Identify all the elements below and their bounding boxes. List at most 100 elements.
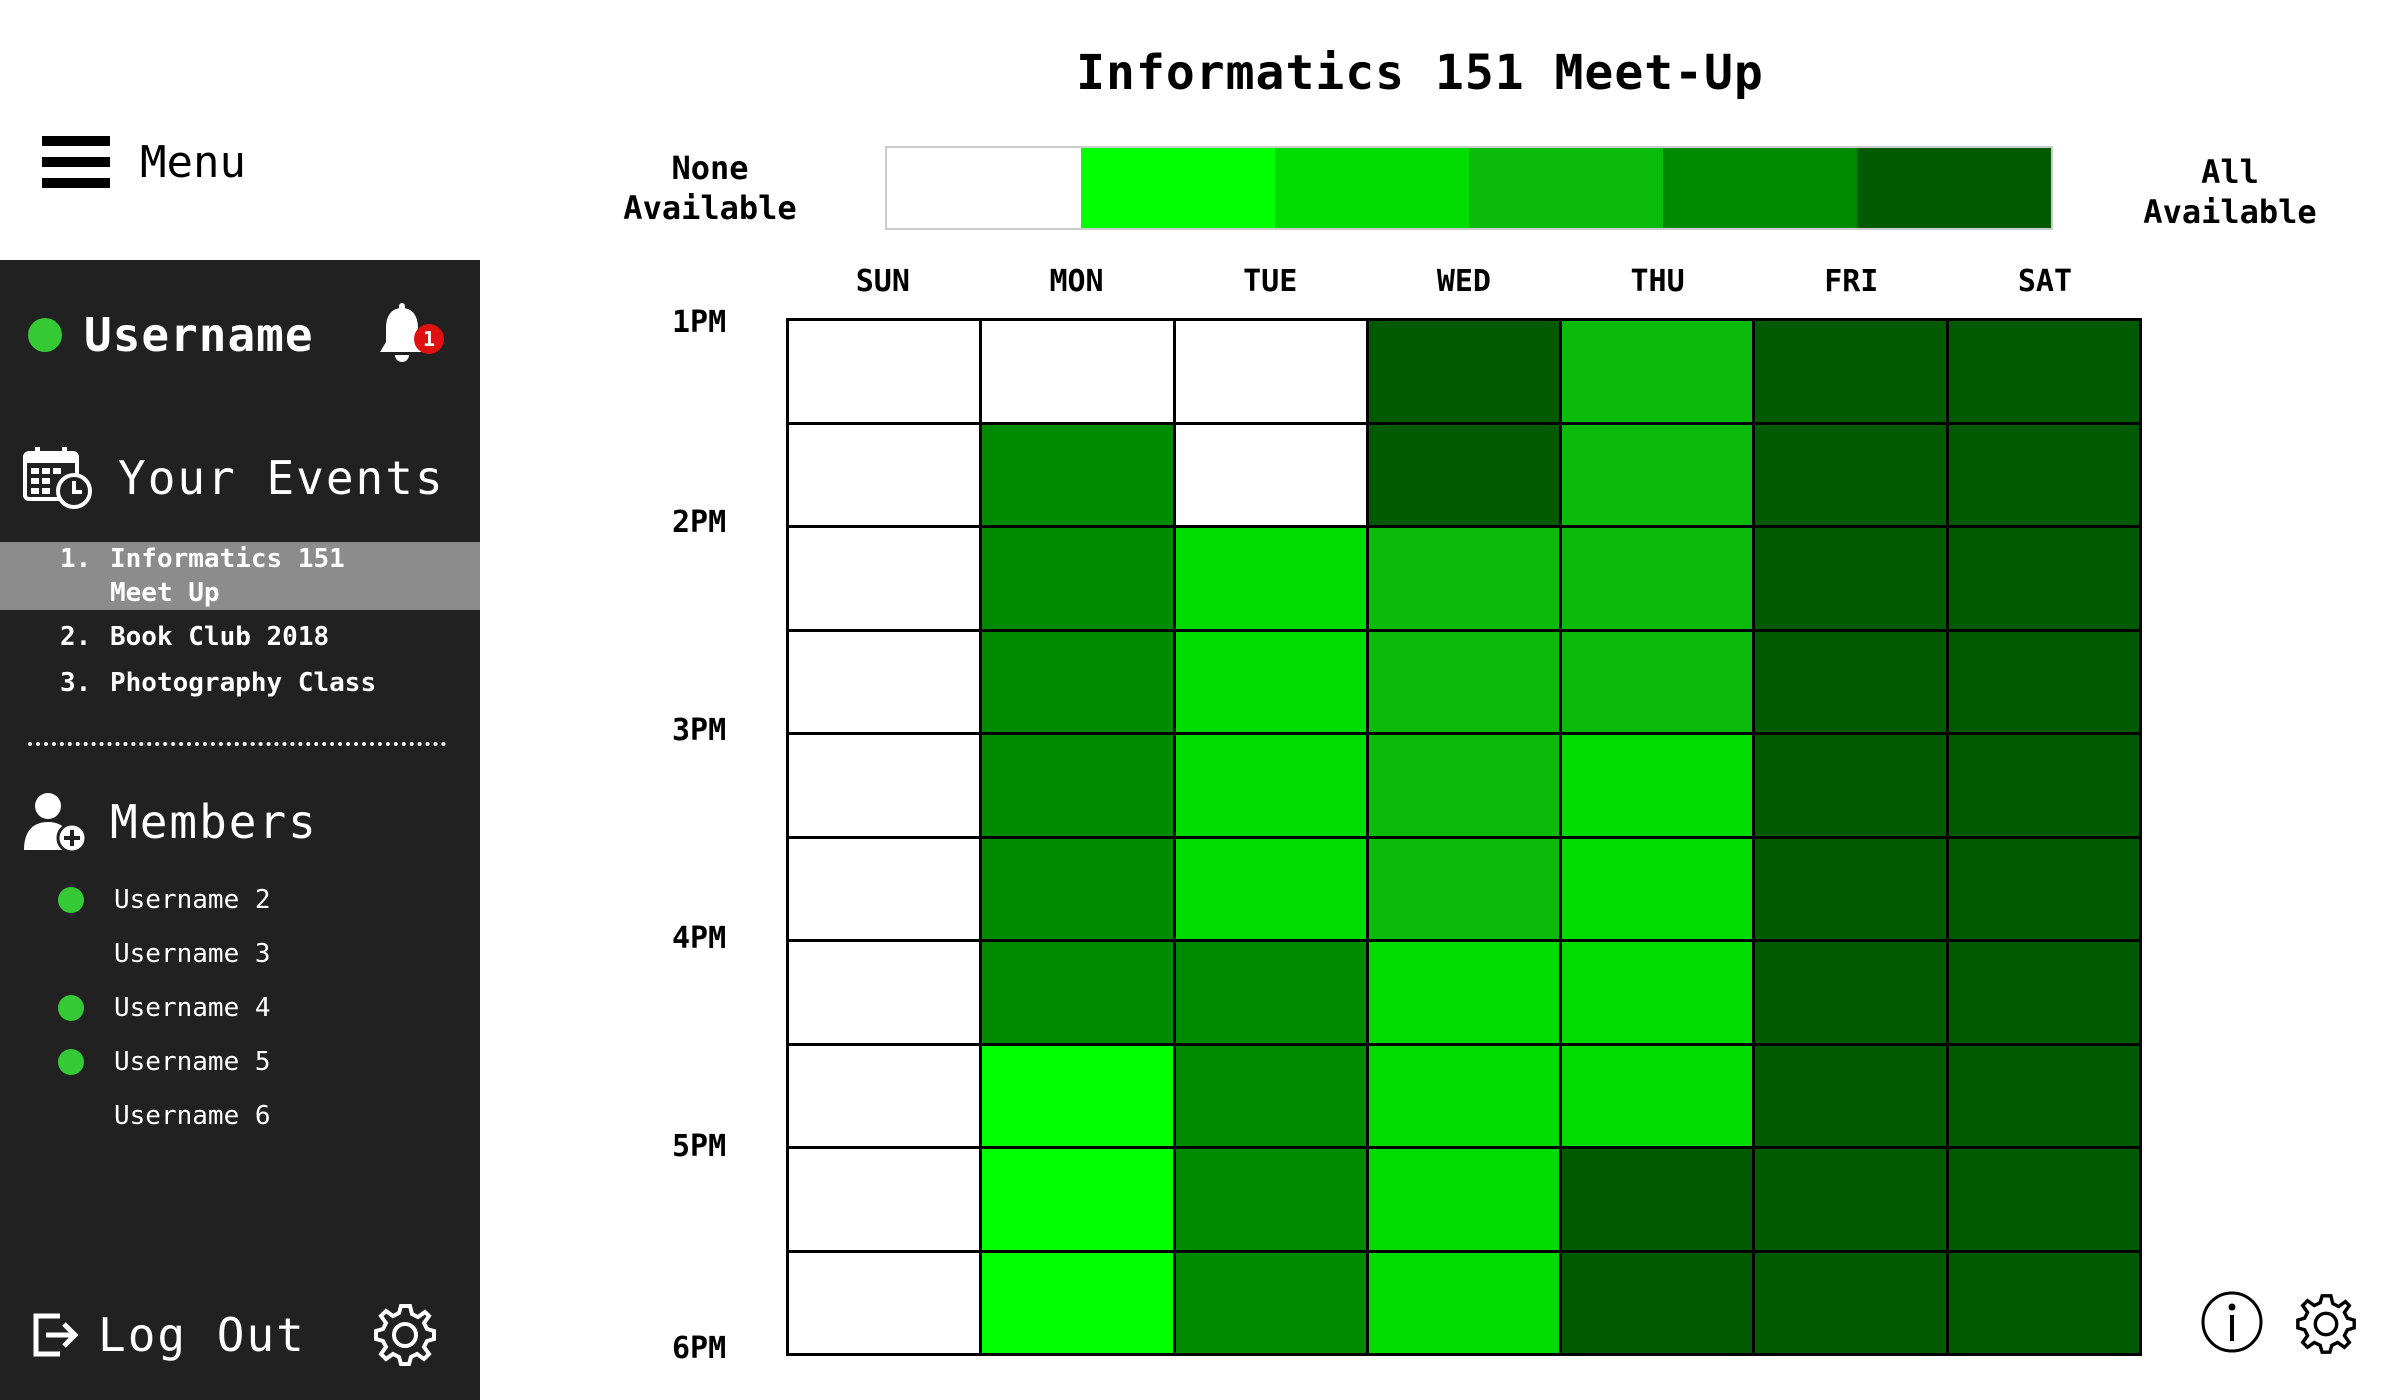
offline-status-icon bbox=[58, 941, 84, 967]
availability-cell[interactable] bbox=[982, 1252, 1173, 1353]
availability-cell[interactable] bbox=[789, 321, 980, 422]
availability-cell[interactable] bbox=[789, 631, 980, 732]
availability-cell[interactable] bbox=[1755, 631, 1946, 732]
availability-cell[interactable] bbox=[1175, 631, 1366, 732]
time-label-6pm: 6PM bbox=[672, 1331, 727, 1366]
availability-cell[interactable] bbox=[789, 1045, 980, 1146]
member-name: Username 5 bbox=[114, 1047, 271, 1077]
scale-swatch-1 bbox=[1081, 148, 1275, 228]
availability-cell[interactable] bbox=[1175, 528, 1366, 629]
calendar-clock-icon bbox=[23, 447, 92, 509]
availability-cell[interactable] bbox=[1368, 1045, 1560, 1146]
availability-cell[interactable] bbox=[1755, 735, 1946, 836]
availability-cell[interactable] bbox=[1755, 1149, 1946, 1250]
availability-cell[interactable] bbox=[1368, 735, 1560, 836]
availability-cell[interactable] bbox=[1948, 838, 2139, 939]
member-item-username-2[interactable]: Username 2 bbox=[58, 880, 271, 920]
event-item-book-club[interactable]: 2. Book Club 2018 bbox=[0, 620, 480, 654]
member-item-username-4[interactable]: Username 4 bbox=[58, 988, 271, 1028]
availability-cell[interactable] bbox=[1755, 1252, 1946, 1353]
availability-cell[interactable] bbox=[1948, 321, 2139, 422]
event-item-informatics-151[interactable]: 1. Informatics 151 Meet Up bbox=[0, 542, 480, 610]
logout-button[interactable]: Log Out bbox=[30, 1300, 306, 1370]
availability-cell[interactable] bbox=[1755, 942, 1946, 1043]
menu-label: Menu bbox=[140, 136, 246, 188]
availability-cell[interactable] bbox=[789, 424, 980, 525]
day-header-thu: THU bbox=[1630, 264, 1685, 299]
availability-cell[interactable] bbox=[1562, 528, 1753, 629]
availability-cell[interactable] bbox=[1368, 321, 1560, 422]
availability-cell[interactable] bbox=[1562, 321, 1753, 422]
availability-cell[interactable] bbox=[1175, 942, 1366, 1043]
availability-cell[interactable] bbox=[1368, 528, 1560, 629]
availability-cell[interactable] bbox=[982, 942, 1173, 1043]
availability-cell[interactable] bbox=[1948, 735, 2139, 836]
availability-cell[interactable] bbox=[1368, 1252, 1560, 1353]
availability-cell[interactable] bbox=[1755, 321, 1946, 422]
availability-cell[interactable] bbox=[1175, 1045, 1366, 1146]
availability-cell[interactable] bbox=[982, 528, 1173, 629]
availability-cell[interactable] bbox=[1948, 528, 2139, 629]
availability-cell[interactable] bbox=[789, 942, 980, 1043]
availability-cell[interactable] bbox=[1948, 1149, 2139, 1250]
availability-cell[interactable] bbox=[1368, 424, 1560, 525]
availability-cell[interactable] bbox=[982, 631, 1173, 732]
availability-cell[interactable] bbox=[1755, 1045, 1946, 1146]
members-heading: Members bbox=[22, 790, 318, 854]
availability-cell[interactable] bbox=[982, 1149, 1173, 1250]
current-user: Username 1 bbox=[28, 300, 448, 370]
availability-cell[interactable] bbox=[1948, 1045, 2139, 1146]
offline-status-icon bbox=[58, 1103, 84, 1129]
availability-cell[interactable] bbox=[789, 735, 980, 836]
availability-cell[interactable] bbox=[1755, 528, 1946, 629]
availability-cell[interactable] bbox=[1175, 1149, 1366, 1250]
logout-icon bbox=[33, 1313, 79, 1357]
availability-cell[interactable] bbox=[789, 838, 980, 939]
availability-cell[interactable] bbox=[789, 528, 980, 629]
availability-cell[interactable] bbox=[1368, 942, 1560, 1043]
availability-cell[interactable] bbox=[982, 321, 1173, 422]
availability-cell[interactable] bbox=[1175, 838, 1366, 939]
availability-cell[interactable] bbox=[1562, 1149, 1753, 1250]
availability-cell[interactable] bbox=[1562, 838, 1753, 939]
settings-gear-icon[interactable] bbox=[370, 1300, 440, 1370]
availability-cell[interactable] bbox=[1948, 1252, 2139, 1353]
availability-cell[interactable] bbox=[789, 1252, 980, 1353]
availability-cell[interactable] bbox=[1948, 424, 2139, 525]
page-title: Informatics 151 Meet-Up bbox=[1076, 45, 1764, 101]
availability-cell[interactable] bbox=[1562, 942, 1753, 1043]
availability-cell[interactable] bbox=[1948, 631, 2139, 732]
event-label: Book Club 2018 bbox=[110, 622, 330, 652]
availability-cell[interactable] bbox=[1948, 942, 2139, 1043]
info-icon[interactable] bbox=[2200, 1290, 2264, 1354]
member-item-username-3[interactable]: Username 3 bbox=[58, 934, 271, 974]
availability-cell[interactable] bbox=[982, 424, 1173, 525]
settings-gear-icon[interactable] bbox=[2292, 1290, 2360, 1358]
availability-cell[interactable] bbox=[1368, 1149, 1560, 1250]
availability-cell[interactable] bbox=[982, 1045, 1173, 1146]
availability-cell[interactable] bbox=[1368, 838, 1560, 939]
menu-button[interactable]: Menu bbox=[42, 132, 282, 192]
availability-cell[interactable] bbox=[1562, 735, 1753, 836]
availability-cell[interactable] bbox=[1175, 735, 1366, 836]
availability-cell[interactable] bbox=[1562, 1252, 1753, 1353]
availability-cell[interactable] bbox=[1562, 1045, 1753, 1146]
availability-cell[interactable] bbox=[1755, 424, 1946, 525]
bell-icon[interactable] bbox=[372, 300, 432, 370]
availability-cell[interactable] bbox=[1562, 631, 1753, 732]
availability-cell[interactable] bbox=[982, 735, 1173, 836]
event-item-photography-class[interactable]: 3. Photography Class bbox=[0, 666, 480, 700]
member-item-username-6[interactable]: Username 6 bbox=[58, 1096, 271, 1136]
availability-cell[interactable] bbox=[789, 1149, 980, 1250]
availability-cell[interactable] bbox=[982, 838, 1173, 939]
sidebar: Username 1 Your Events 1. Informatics 15… bbox=[0, 260, 480, 1400]
availability-cell[interactable] bbox=[1175, 1252, 1366, 1353]
event-number: 1. bbox=[60, 544, 92, 574]
member-item-username-5[interactable]: Username 5 bbox=[58, 1042, 271, 1082]
availability-cell[interactable] bbox=[1755, 838, 1946, 939]
availability-cell[interactable] bbox=[1175, 321, 1366, 422]
availability-cell[interactable] bbox=[1175, 424, 1366, 525]
availability-cell[interactable] bbox=[1368, 631, 1560, 732]
notification-badge: 1 bbox=[414, 324, 444, 354]
availability-cell[interactable] bbox=[1562, 424, 1753, 525]
